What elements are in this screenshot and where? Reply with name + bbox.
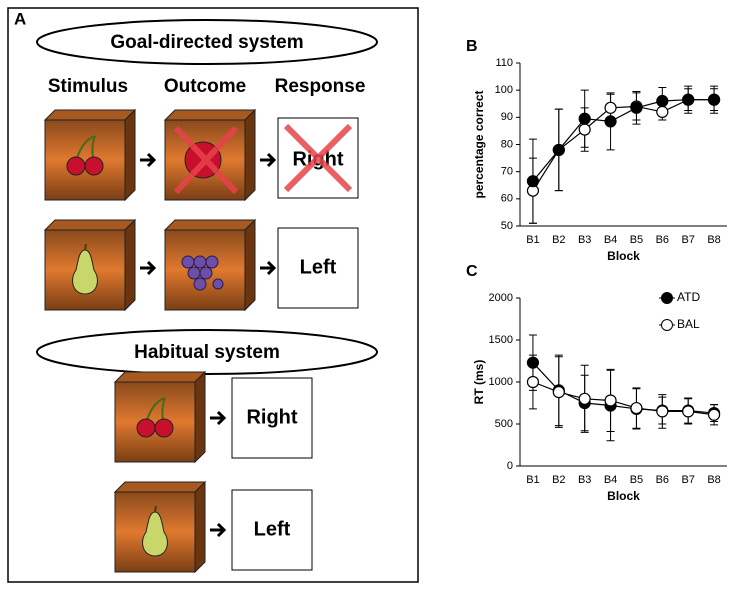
marker — [604, 394, 617, 407]
y-axis-label: percentage correct — [472, 90, 486, 198]
series-line — [532, 99, 715, 182]
response: Left — [300, 256, 337, 278]
x-tick-label: B3 — [578, 234, 591, 246]
marker — [656, 105, 669, 119]
marker — [630, 401, 643, 415]
habit-title: Habitual system — [134, 342, 280, 363]
x-tick-label: B2 — [552, 234, 565, 246]
marker — [707, 93, 721, 106]
marker — [552, 143, 565, 157]
marker — [656, 94, 669, 108]
x-tick-label: B7 — [681, 474, 694, 486]
column-header: Stimulus — [48, 76, 128, 97]
y-tick-label: 500 — [495, 418, 513, 430]
marker — [604, 115, 617, 128]
x-tick-label: B4 — [604, 234, 617, 246]
marker — [604, 101, 617, 114]
y-tick-label: 1500 — [489, 334, 513, 346]
goal-title: Goal-directed system — [110, 32, 303, 53]
x-tick-label: B5 — [630, 234, 643, 246]
response: Left — [254, 518, 291, 540]
marker — [630, 101, 643, 114]
y-tick-label: 1000 — [489, 376, 513, 388]
y-tick-label: 110 — [495, 57, 513, 69]
oval — [36, 19, 378, 65]
stimulus-box — [44, 109, 136, 201]
y-tick-label: 0 — [507, 460, 513, 472]
y-tick-label: 80 — [501, 138, 513, 150]
marker — [578, 123, 591, 136]
legend-label: BAL — [677, 317, 700, 331]
response: Right — [246, 406, 297, 428]
legend-marker — [661, 319, 673, 331]
y-tick-label: 70 — [501, 166, 513, 178]
x-tick-label: B2 — [552, 474, 565, 486]
x-tick-label: B6 — [656, 234, 669, 246]
y-tick-label: 100 — [495, 84, 513, 96]
x-tick-label: B7 — [681, 234, 694, 246]
stimulus-box — [114, 371, 206, 463]
marker — [578, 112, 591, 125]
marker — [526, 175, 540, 188]
x-tick-label: B1 — [526, 234, 539, 246]
y-tick-label: 90 — [501, 111, 513, 123]
x-tick-label: B8 — [707, 474, 720, 486]
marker — [707, 408, 721, 421]
x-axis-label: Block — [607, 489, 640, 503]
marker — [682, 93, 695, 106]
marker — [552, 385, 565, 399]
y-axis-label: RT (ms) — [472, 360, 486, 405]
x-tick-label: B6 — [656, 474, 669, 486]
column-header: Outcome — [164, 76, 246, 97]
legend-label: ATD — [677, 290, 700, 304]
response-box — [231, 489, 313, 571]
panel-label: C — [466, 263, 478, 280]
y-tick-label: 50 — [501, 220, 513, 232]
marker — [526, 375, 540, 389]
marker — [656, 405, 669, 418]
y-tick-label: 2000 — [489, 292, 513, 304]
x-tick-label: B1 — [526, 474, 539, 486]
response-box — [277, 227, 359, 309]
marker — [682, 405, 695, 418]
oval — [36, 329, 378, 375]
marker — [578, 392, 591, 405]
x-tick-label: B5 — [630, 474, 643, 486]
column-header: Response — [275, 76, 366, 97]
response-box — [231, 377, 313, 459]
legend-marker — [661, 292, 673, 304]
panel-label: B — [466, 38, 478, 55]
x-tick-label: B3 — [578, 474, 591, 486]
x-axis-label: Block — [607, 249, 640, 263]
y-tick-label: 60 — [501, 193, 513, 205]
x-tick-label: B8 — [707, 234, 720, 246]
panel-label: A — [14, 9, 26, 28]
x-tick-label: B4 — [604, 474, 617, 486]
marker — [526, 356, 540, 369]
